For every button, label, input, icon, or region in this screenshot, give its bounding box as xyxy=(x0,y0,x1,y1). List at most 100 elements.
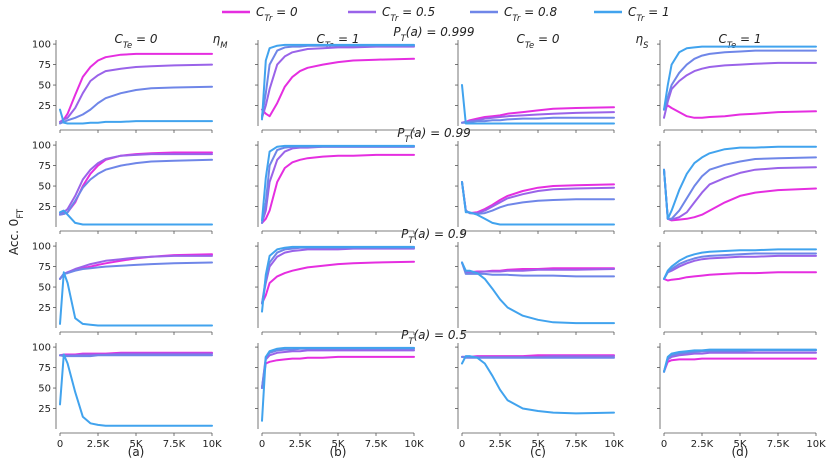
panel-r2-c0: 25 50 75 100 xyxy=(32,242,213,335)
row-title-1: PT(a) = 0.99 xyxy=(397,126,471,144)
x-tick-label: 7.5K xyxy=(565,439,588,450)
series-line-2 xyxy=(663,156,817,220)
panel-label-2: (c) xyxy=(530,445,546,459)
series-line-3 xyxy=(261,245,415,313)
series-line-2 xyxy=(261,347,415,389)
y-tick-label: 50 xyxy=(38,81,51,92)
series-line-2 xyxy=(59,85,213,125)
series-line-3 xyxy=(59,271,213,327)
column-title-3: CTe = 1 xyxy=(719,32,762,50)
y-tick-label: 75 xyxy=(38,363,51,374)
row-title-0: PT(a) = 0.999 xyxy=(393,25,474,43)
series-line-3 xyxy=(461,355,615,415)
series-line-1 xyxy=(261,45,415,119)
series-line-2 xyxy=(461,116,615,124)
series-line-0 xyxy=(59,151,213,216)
panel-r3-c2: 0 2.5K 5K 7.5K 10K xyxy=(455,343,624,450)
panel-r0-c3 xyxy=(657,40,817,133)
y-tick-label: 100 xyxy=(32,343,51,354)
x-tick-label: 10K xyxy=(404,439,424,450)
x-tick-label: 0 xyxy=(57,439,63,450)
series-line-3 xyxy=(59,353,213,427)
panel-r1-c2 xyxy=(455,141,615,234)
series-line-0 xyxy=(261,153,415,224)
series-line-1 xyxy=(663,254,817,280)
series-line-0 xyxy=(261,355,415,389)
series-line-0 xyxy=(663,271,817,282)
panel-r3-c3: 0 2.5K 5K 7.5K 10K xyxy=(657,343,826,450)
series-line-2 xyxy=(461,355,615,359)
legend: CTr = 0 CTr = 0.5 CTr = 0.8 CTr = 1 xyxy=(222,5,670,23)
panels: 25 50 75 100 25 50 75 100 25 50 75 100 25 50 75 100 0 2.5… xyxy=(32,40,826,450)
series-line-3 xyxy=(663,45,817,111)
series-line-3 xyxy=(461,84,615,125)
series-line-1 xyxy=(663,61,817,119)
panel-r1-c3 xyxy=(657,141,817,234)
x-tick-label: 7.5K xyxy=(767,439,790,450)
row-title-2: PT(a) = 0.9 xyxy=(401,227,467,245)
y-tick-label: 100 xyxy=(32,141,51,152)
y-tick-label: 25 xyxy=(38,404,51,415)
y-tick-label: 100 xyxy=(32,40,51,51)
series-line-1 xyxy=(59,153,213,215)
legend-label-1: CTr = 0.5 xyxy=(382,5,435,23)
series-line-3 xyxy=(59,108,213,125)
x-tick-label: 5K xyxy=(130,439,143,450)
series-line-0 xyxy=(59,52,213,123)
y-tick-label: 50 xyxy=(38,384,51,395)
series-line-2 xyxy=(59,158,213,216)
x-tick-label: 2.5K xyxy=(489,439,512,450)
panel-r1-c0: 25 50 75 100 xyxy=(32,141,213,234)
panel-r2-c2 xyxy=(455,242,615,335)
y-axis-label: Acc. 0FT xyxy=(7,208,25,255)
panel-label-1: (b) xyxy=(330,445,347,459)
series-line-3 xyxy=(663,145,817,220)
y-tick-label: 75 xyxy=(38,60,51,71)
y-tick-label: 25 xyxy=(38,202,51,213)
series-line-1 xyxy=(261,145,415,224)
series-line-0 xyxy=(261,57,415,118)
x-tick-label: 10K xyxy=(806,439,826,450)
series-line-0 xyxy=(663,104,817,119)
series-line-3 xyxy=(461,261,615,325)
panel-r3-c0: 25 50 75 100 0 2.5K 5K 7.5K 10K xyxy=(32,343,222,450)
legend-label-2: CTr = 0.8 xyxy=(504,5,557,23)
y-tick-label: 75 xyxy=(38,262,51,273)
x-tick-label: 2.5K xyxy=(87,439,110,450)
panel-r1-c1 xyxy=(255,141,415,234)
panel-r0-c1 xyxy=(255,40,415,133)
x-tick-label: 0 xyxy=(259,439,265,450)
column-title-2: CTe = 0 xyxy=(517,32,560,50)
x-tick-label: 2.5K xyxy=(691,439,714,450)
x-tick-label: 2.5K xyxy=(289,439,312,450)
panel-r0-c2 xyxy=(455,40,615,133)
y-tick-label: 50 xyxy=(38,182,51,193)
x-tick-label: 7.5K xyxy=(365,439,388,450)
group-label-eta-s: ηS xyxy=(636,32,650,50)
series-line-0 xyxy=(461,181,615,215)
panel-r3-c1: 0 2.5K 5K 7.5K 10K xyxy=(255,343,424,450)
series-line-0 xyxy=(261,260,415,305)
x-tick-label: 5K xyxy=(734,439,747,450)
series-line-2 xyxy=(461,261,615,278)
legend-label-3: CTr = 1 xyxy=(628,5,670,23)
y-tick-label: 25 xyxy=(38,101,51,112)
series-line-3 xyxy=(663,348,817,373)
series-line-2 xyxy=(261,145,415,224)
series-line-3 xyxy=(261,346,415,422)
x-tick-label: 10K xyxy=(202,439,222,450)
y-tick-label: 50 xyxy=(38,283,51,294)
series-line-2 xyxy=(663,49,817,111)
x-tick-label: 10K xyxy=(604,439,624,450)
series-line-3 xyxy=(261,43,415,121)
series-line-3 xyxy=(261,144,415,222)
group-label-eta-m: ηM xyxy=(213,32,228,50)
x-tick-label: 0 xyxy=(661,439,667,450)
series-line-1 xyxy=(261,247,415,305)
panel-r0-c0: 25 50 75 100 xyxy=(32,40,213,133)
series-line-3 xyxy=(663,248,817,280)
y-tick-label: 75 xyxy=(38,161,51,172)
series-line-3 xyxy=(59,209,213,226)
series-line-2 xyxy=(663,252,817,280)
